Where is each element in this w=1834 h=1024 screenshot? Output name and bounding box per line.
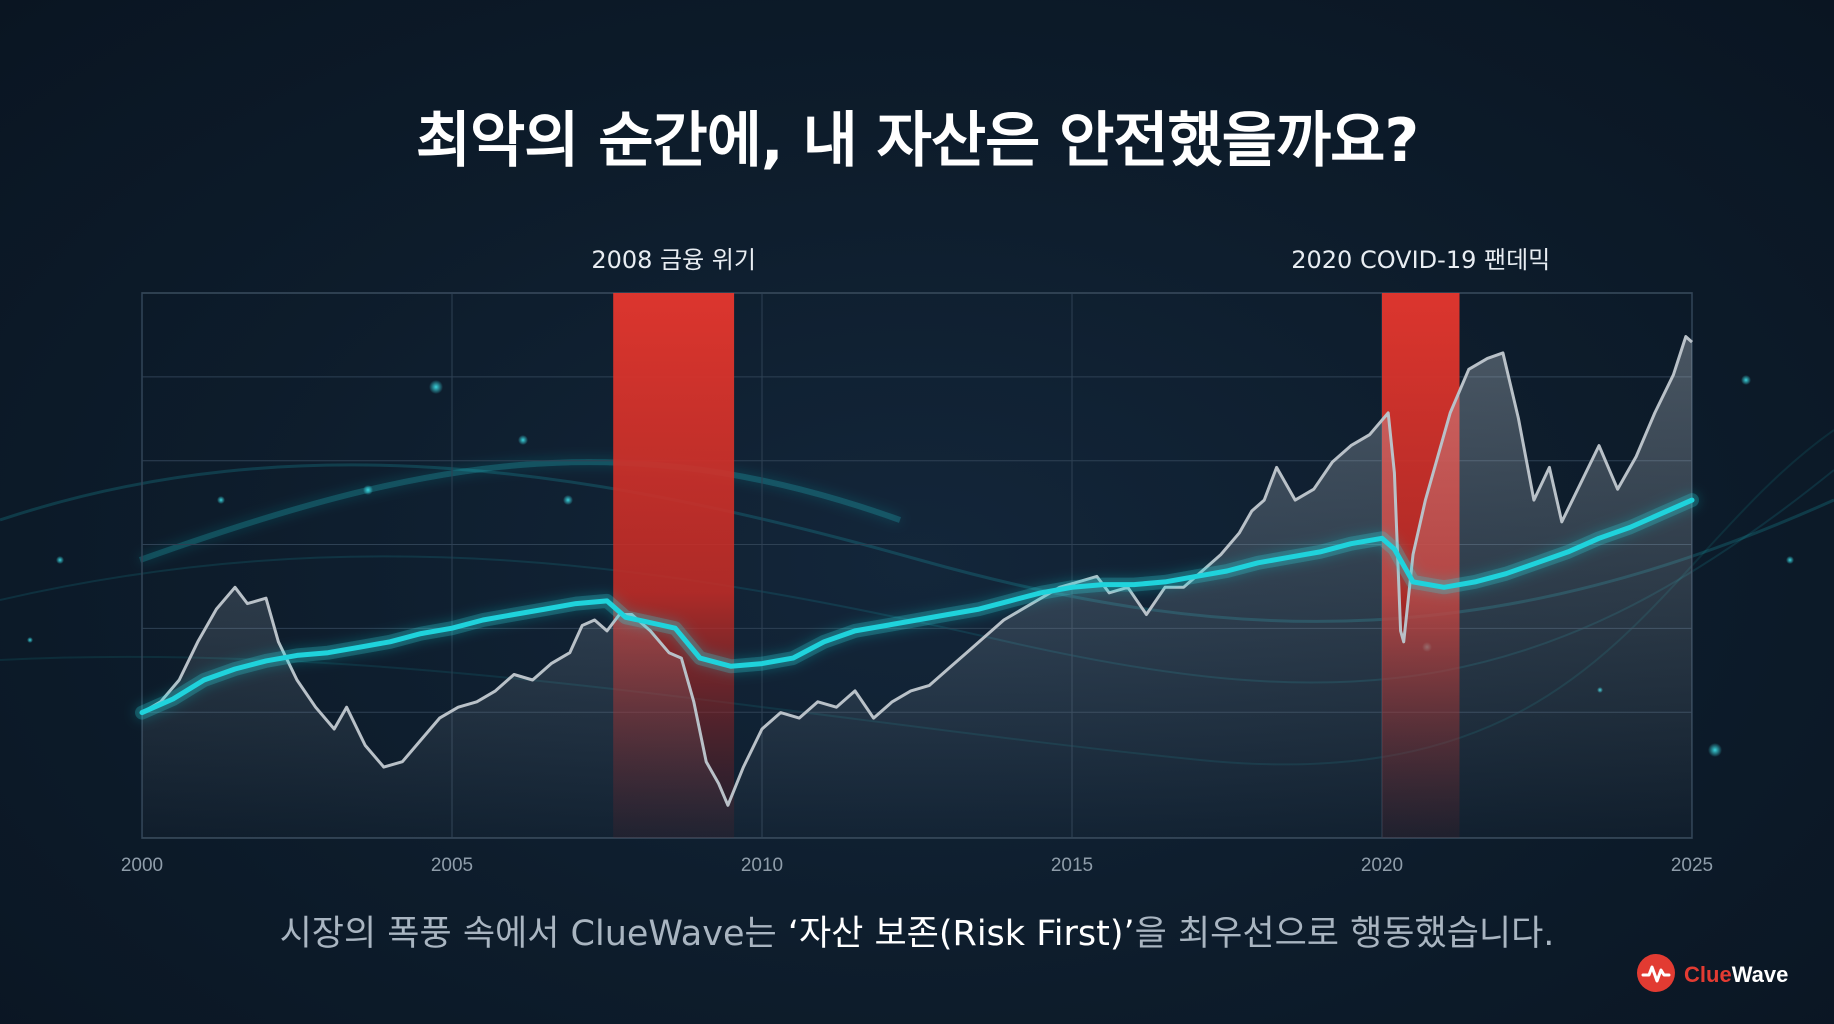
market-area [142, 336, 1692, 838]
brand-name: ClueWave [1684, 962, 1788, 988]
crisis-band-label: 2008 금융 위기 [591, 246, 756, 274]
market-series-line [141, 335, 1693, 807]
series-lines [135, 335, 1699, 807]
brand-logo: ClueWave [1636, 953, 1788, 997]
x-tick-label: 2025 [1671, 855, 1713, 876]
x-tick-label: 2000 [121, 855, 163, 876]
brand-name-part1: Clue [1684, 962, 1732, 987]
x-tick-label: 2020 [1361, 855, 1403, 876]
subtitle-suffix: 을 최우선으로 행동했습니다. [1134, 914, 1555, 954]
market-area-fill [142, 336, 1692, 838]
subtitle: 시장의 폭풍 속에서 ClueWave는 ‘자산 보존(Risk First)’… [0, 905, 1834, 956]
cluewave-series-line [139, 497, 1695, 716]
wave-pulse-icon [1636, 953, 1676, 997]
x-axis-ticks: 2000 2005 2010 2015 2020 2025 [121, 855, 1713, 876]
crisis-band-label: 2020 COVID-19 팬데믹 [1291, 246, 1550, 274]
subtitle-emphasis: ‘자산 보존(Risk First)’ [787, 914, 1135, 954]
subtitle-prefix: 시장의 폭풍 속에서 ClueWave는 [279, 914, 788, 954]
headline: 최악의 순간에, 내 자산은 안전했을까요? [415, 106, 1419, 176]
brand-name-part2: Wave [1731, 962, 1789, 987]
x-tick-label: 2005 [431, 855, 473, 876]
x-tick-label: 2010 [741, 855, 783, 876]
x-tick-label: 2015 [1051, 855, 1093, 876]
